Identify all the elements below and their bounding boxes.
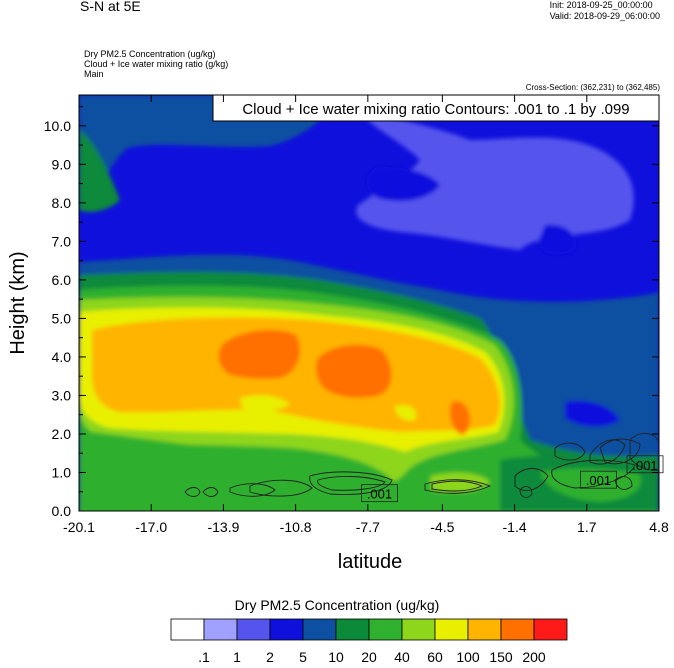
x-tick-label: 1.7 (577, 519, 597, 535)
y-tick-label: 8.0 (52, 195, 72, 211)
colorbar-swatch (467, 618, 502, 641)
x-tick-label: -1.4 (503, 519, 527, 535)
cross-section-label: Cross-Section: (362,231) to (362,485) (525, 83, 660, 92)
colorbar-swatch (203, 618, 238, 641)
colorbar-label: .1 (198, 649, 210, 665)
contour-label: .001 (367, 487, 392, 502)
variable-3: Main (84, 69, 104, 79)
y-tick-label: 7.0 (52, 233, 72, 249)
contour-label-box (580, 470, 617, 489)
variable-list: Dry PM2.5 Concentration (ug/kg) Cloud + … (84, 49, 228, 79)
colorbar-label: 100 (456, 649, 480, 665)
variable-1: Dry PM2.5 Concentration (ug/kg) (84, 49, 216, 59)
y-tick-label: 1.0 (52, 464, 72, 480)
colorbar-swatch (368, 618, 403, 641)
y-tick-label: 5.0 (52, 310, 72, 326)
colorbar-label: 20 (361, 649, 377, 665)
y-axis: 0.0 1.0 2.0 3.0 4.0 5.0 6.0 7.0 8.0 9.0 10.0 (44, 106, 659, 519)
x-tick-label: -20.1 (63, 519, 95, 535)
x-tick-label: -7.7 (356, 519, 380, 535)
valid-time: Valid: 2018-09-29_06:00:00 (549, 11, 660, 21)
filled-contours (79, 95, 659, 511)
cloud-contour-lines (184, 433, 659, 498)
x-tick-label: -10.8 (280, 519, 312, 535)
colorbar-swatch (170, 618, 205, 641)
colorbar-swatch (335, 618, 370, 641)
colorbar-label: 200 (522, 649, 546, 665)
colorbar-swatch (302, 618, 337, 641)
x-axis-title: latitude (338, 551, 403, 573)
colorbar-swatch (269, 618, 304, 641)
x-tick-label: -13.9 (207, 519, 239, 535)
y-tick-label: 6.0 (52, 272, 72, 288)
y-tick-label: 0.0 (52, 503, 72, 519)
x-tick-label: -17.0 (135, 519, 167, 535)
init-time: Init: 2018-09-25_00:00:00 (549, 0, 653, 10)
variable-2: Cloud + Ice water mixing ratio (g/kg) (84, 59, 229, 69)
contour-info: Cloud + Ice water mixing ratio Contours:… (242, 101, 629, 118)
colorbar-label: 150 (489, 649, 513, 665)
y-tick-label: 4.0 (52, 349, 72, 365)
colorbar-swatch (500, 618, 535, 641)
y-axis-title: Height (km) (7, 251, 29, 354)
colorbar-label: 60 (427, 649, 443, 665)
colorbar-label: 5 (299, 649, 307, 665)
colorbar-swatch (533, 618, 568, 641)
colorbar-label: 1 (233, 649, 241, 665)
colorbar-title: Dry PM2.5 Concentration (ug/kg) (234, 597, 440, 613)
colorbar-label: 2 (266, 649, 274, 665)
colorbar: .1 1 2 5 10 20 40 60 100 150 200 (170, 618, 568, 665)
y-tick-label: 9.0 (52, 156, 72, 172)
y-tick-label: 2.0 (52, 426, 72, 442)
y-tick-label: 3.0 (52, 387, 72, 403)
colorbar-swatch (434, 618, 469, 641)
contour-info-box (212, 94, 660, 122)
contour-label: .001 (632, 458, 657, 473)
y-tick-label: 10.0 (44, 118, 71, 134)
colorbar-swatch (236, 618, 271, 641)
contour-label-box (626, 455, 664, 474)
contour-label-box (361, 484, 398, 503)
chart-title: S-N at 5E (80, 0, 141, 14)
contour-labels: .001 .001 .001 (361, 455, 664, 503)
x-tick-label: -4.5 (430, 519, 454, 535)
time-info: Init: 2018-09-25_00:00:00 Valid: 2018-09… (550, 0, 660, 22)
x-axis: -20.1 -17.0 -13.9 -10.8 -7.7 -4.5 -1.4 1.7 4.8 (63, 95, 669, 535)
colorbar-swatch (401, 618, 436, 641)
colorbar-label: 10 (328, 649, 344, 665)
x-tick-label: 4.8 (649, 519, 669, 535)
colorbar-label: 40 (394, 649, 410, 665)
contour-label: .001 (586, 473, 611, 488)
